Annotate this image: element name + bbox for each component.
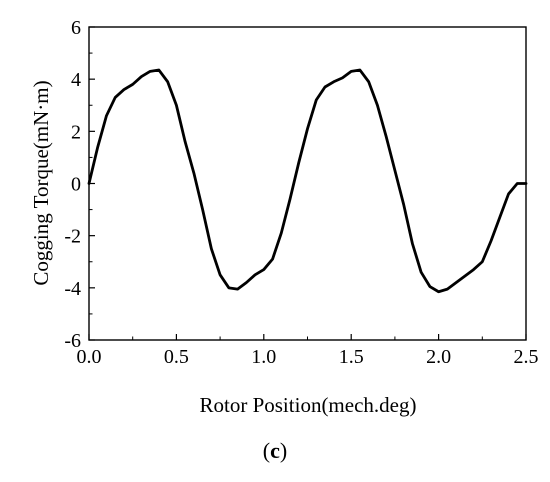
y-tick-label: 4 xyxy=(71,69,81,91)
panel-label: (c) xyxy=(263,438,287,463)
x-tick-label: 2.0 xyxy=(426,346,451,368)
x-axis-ticks: 0.0 0.5 1.0 1.5 2.0 2.5 xyxy=(77,334,539,368)
y-tick-label: 6 xyxy=(71,17,81,39)
y-tick-label: -4 xyxy=(64,278,81,300)
series-group xyxy=(87,68,528,294)
y-tick-label: -6 xyxy=(64,330,81,352)
panel-label-letter: c xyxy=(270,438,280,463)
x-tick-label: 0.5 xyxy=(164,346,189,368)
y-tick-label: 2 xyxy=(71,121,81,143)
plot-border xyxy=(88,26,527,341)
y-axis-ticks: -6 -4 -2 0 2 4 6 xyxy=(64,17,95,352)
cogging-torque-line xyxy=(87,68,528,294)
x-tick-label: 1.5 xyxy=(339,346,364,368)
panel-label-open: ( xyxy=(263,438,270,463)
x-tick-label: 0.0 xyxy=(77,346,102,368)
x-tick-label: 2.5 xyxy=(514,346,539,368)
y-tick-label: -2 xyxy=(64,226,81,248)
y-axis-label: Cogging Torque(mN·m) xyxy=(29,80,53,285)
x-axis-label: Rotor Position(mech.deg) xyxy=(200,393,417,417)
panel-label-close: ) xyxy=(280,438,287,463)
plot-frame xyxy=(88,26,527,341)
x-tick-label: 1.0 xyxy=(251,346,276,368)
y-tick-label: 0 xyxy=(71,174,81,196)
